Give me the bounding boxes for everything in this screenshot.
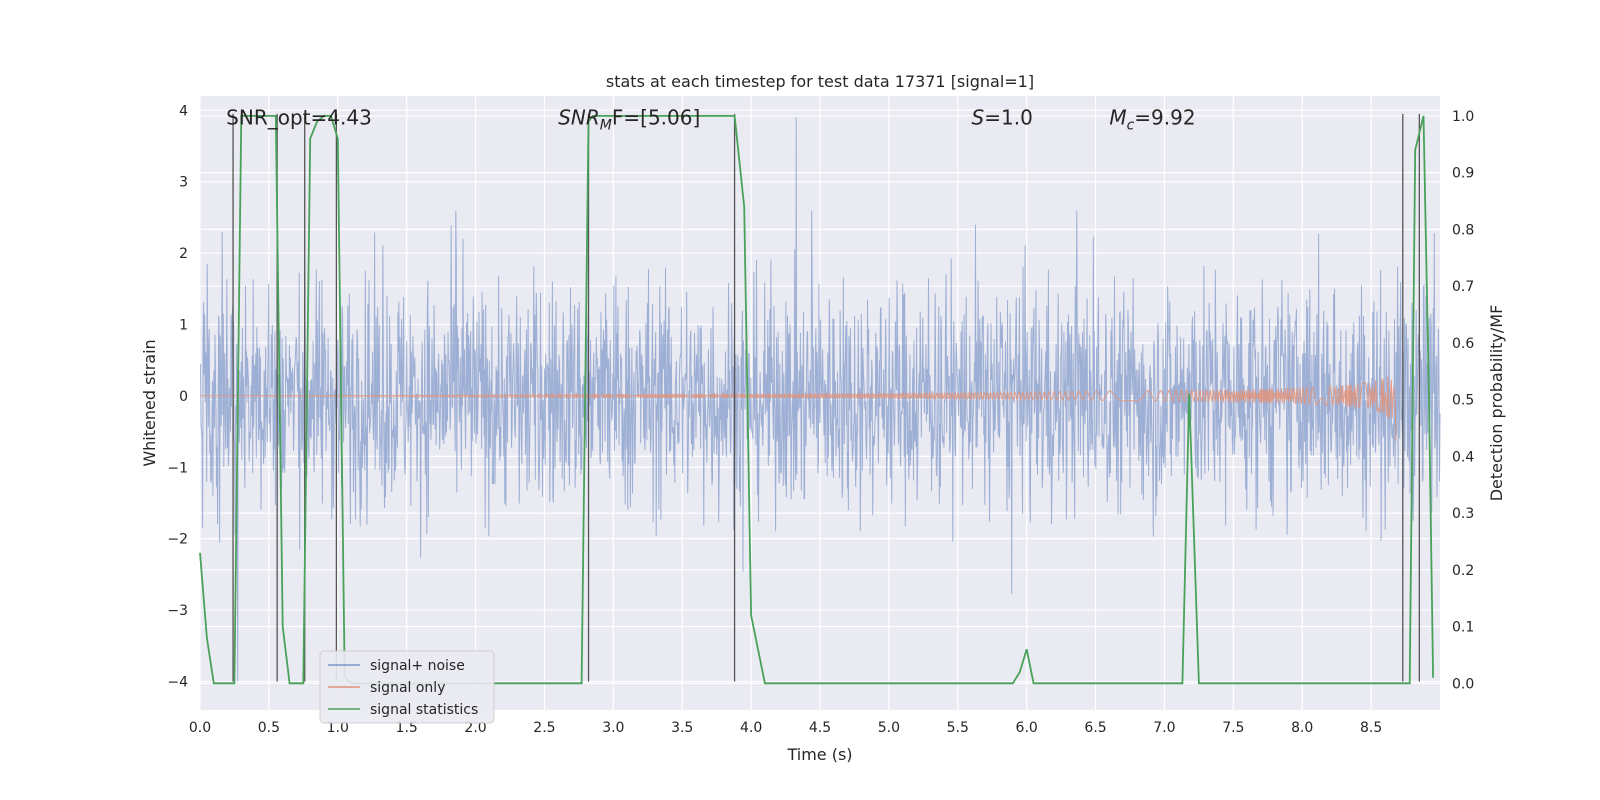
- x-tick-label: 3.5: [671, 720, 693, 736]
- annotation-s: S=1.0: [972, 105, 1033, 129]
- x-tick-label: 4.0: [740, 720, 762, 736]
- series-signal-only: [200, 376, 1397, 442]
- annotation-snr_opt: SNR_opt=4.43: [226, 105, 372, 129]
- x-tick-label: 3.0: [602, 720, 624, 736]
- x-tick-label: 1.5: [396, 720, 418, 736]
- x-tick-label: 7.5: [1222, 720, 1244, 736]
- annotation-mc: Mc=9.92: [1109, 105, 1195, 133]
- y-tick-label: −1: [167, 460, 188, 476]
- x-tick-label: 1.0: [327, 720, 349, 736]
- y-axis-ticks: −4 −3 −2 −1 0 1 2 3 4: [167, 103, 188, 690]
- x-axis-label: Time (s): [786, 745, 852, 764]
- y-tick-label: 0: [179, 389, 188, 405]
- y-axis-label: Whitened strain: [140, 339, 159, 466]
- y2-axis-ticks: 0.0 0.1 0.2 0.3 0.4 0.5 0.6 0.7 0.8 0.9 1.0: [1452, 109, 1474, 692]
- y2-tick-label: 0.9: [1452, 166, 1474, 182]
- y2-tick-label: 0.1: [1452, 620, 1474, 636]
- legend-label-signal-only: signal only: [370, 680, 445, 696]
- x-tick-label: 8.0: [1291, 720, 1313, 736]
- y-tick-label: 4: [179, 103, 188, 119]
- y2-tick-label: 0.0: [1452, 676, 1474, 692]
- legend-box: [319, 650, 495, 724]
- series-signal-statistics: [199, 115, 1434, 685]
- legend: signal+ noise signal only signal statist…: [319, 650, 495, 724]
- signal-only-line: [200, 376, 1397, 442]
- x-tick-label: 2.5: [533, 720, 555, 736]
- y2-tick-label: 1.0: [1452, 109, 1474, 125]
- y-tick-label: −4: [167, 674, 188, 690]
- y2-tick-label: 0.3: [1452, 506, 1474, 522]
- y2-tick-label: 0.4: [1452, 449, 1474, 465]
- y-tick-label: 3: [179, 175, 188, 191]
- chart-title: stats at each timestep for test data 173…: [606, 72, 1034, 91]
- x-tick-label: 5.5: [947, 720, 969, 736]
- series-signal-noise: [199, 117, 1441, 682]
- y2-tick-label: 0.6: [1452, 336, 1474, 352]
- y-tick-label: −2: [167, 532, 188, 548]
- x-tick-label: 6.0: [1016, 720, 1038, 736]
- y2-tick-label: 0.5: [1452, 393, 1474, 409]
- y2-axis-label: Detection probability/MF: [1487, 305, 1506, 502]
- x-tick-label: 4.5: [809, 720, 831, 736]
- annotation-snr_mf: SNRMF=[5.06]: [558, 105, 700, 133]
- signal-noise-line: [199, 117, 1441, 682]
- x-tick-label: 6.5: [1084, 720, 1106, 736]
- x-tick-label: 8.5: [1360, 720, 1382, 736]
- annotations: SNR_opt=4.43 SNRMF=[5.06] S=1.0 Mc=9.92: [226, 105, 1195, 133]
- x-tick-label: 0.0: [189, 720, 211, 736]
- y-tick-label: 2: [179, 246, 188, 262]
- x-tick-label: 7.0: [1153, 720, 1175, 736]
- y2-tick-label: 0.8: [1452, 222, 1474, 238]
- x-tick-label: 2.0: [464, 720, 486, 736]
- x-tick-label: 5.0: [878, 720, 900, 736]
- x-axis-ticks: 0.0 0.5 1.0 1.5 2.0 2.5 3.0 3.5 4.0 4.5 5.0 5.5 6.0 6…: [189, 720, 1382, 736]
- x-tick-label: 0.5: [258, 720, 280, 736]
- legend-label-signal-statistics: signal statistics: [370, 702, 478, 718]
- y-tick-label: −3: [167, 603, 188, 619]
- y2-tick-label: 0.2: [1452, 563, 1474, 579]
- signal-statistics-line: [199, 115, 1434, 685]
- y-tick-label: 1: [179, 317, 188, 333]
- y2-tick-label: 0.7: [1452, 279, 1474, 295]
- legend-label-signal-noise: signal+ noise: [370, 658, 465, 674]
